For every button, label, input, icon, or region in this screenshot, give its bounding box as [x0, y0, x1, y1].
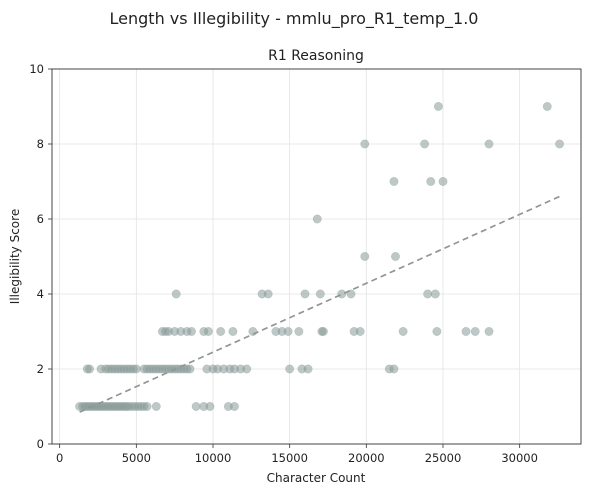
y-tick-label: 6 [37, 212, 44, 226]
x-tick-label: 5000 [122, 451, 151, 465]
data-point [151, 401, 161, 411]
y-axis-ticks: 0 2 4 6 8 10 [29, 62, 52, 451]
x-axis-label: Character Count [267, 471, 366, 485]
data-point [423, 289, 433, 299]
data-point [433, 102, 443, 112]
grid [52, 68, 581, 445]
y-tick-label: 4 [37, 287, 44, 301]
data-point [285, 364, 295, 374]
data-point [355, 326, 365, 336]
data-point [203, 326, 213, 336]
data-point [229, 401, 239, 411]
data-point [242, 364, 252, 374]
x-tick-label: 10000 [195, 451, 232, 465]
data-point [470, 326, 480, 336]
data-point [85, 364, 95, 374]
data-point [294, 326, 304, 336]
y-tick-label: 8 [37, 137, 44, 151]
x-tick-label: 15000 [271, 451, 308, 465]
data-point [315, 289, 325, 299]
x-tick-label: 25000 [425, 451, 462, 465]
x-tick-label: 0 [56, 451, 63, 465]
data-point [438, 177, 448, 187]
data-point [426, 177, 436, 187]
y-tick-label: 2 [37, 362, 44, 376]
data-point [420, 139, 430, 149]
y-tick-label: 10 [29, 62, 44, 76]
y-tick-label: 0 [37, 437, 44, 451]
data-point [248, 326, 258, 336]
data-point [555, 139, 565, 149]
data-point [205, 401, 215, 411]
data-point [360, 252, 370, 262]
data-point [228, 326, 238, 336]
data-points [75, 102, 565, 411]
data-point [484, 326, 494, 336]
data-point [542, 102, 552, 112]
data-point [430, 289, 440, 299]
data-point [300, 289, 310, 299]
data-point [263, 289, 273, 299]
x-tick-label: 20000 [348, 451, 385, 465]
trend-line [79, 195, 560, 413]
data-point [389, 177, 399, 187]
data-point [398, 326, 408, 336]
data-point [337, 289, 347, 299]
data-point [303, 364, 313, 374]
data-point [216, 326, 226, 336]
x-tick-label: 30000 [501, 451, 538, 465]
y-axis-label: Illegibility Score [8, 209, 22, 304]
data-point [131, 364, 141, 374]
data-point [283, 326, 293, 336]
data-point [389, 364, 399, 374]
plot-area [51, 68, 582, 445]
data-point [484, 139, 494, 149]
data-point [461, 326, 471, 336]
plot-frame [51, 68, 582, 445]
data-point [185, 364, 195, 374]
data-point [390, 252, 400, 262]
chart-title: R1 Reasoning [268, 48, 364, 64]
data-point [360, 139, 370, 149]
x-axis-ticks: 0 5000 10000 15000 20000 25000 30000 [56, 444, 538, 465]
data-point [171, 289, 181, 299]
data-point [318, 326, 328, 336]
data-point [432, 326, 442, 336]
data-point [312, 214, 322, 224]
data-point [187, 326, 197, 336]
figure-suptitle: Length vs Illegibility - mmlu_pro_R1_tem… [110, 9, 479, 29]
data-point [191, 401, 201, 411]
data-point [142, 401, 152, 411]
